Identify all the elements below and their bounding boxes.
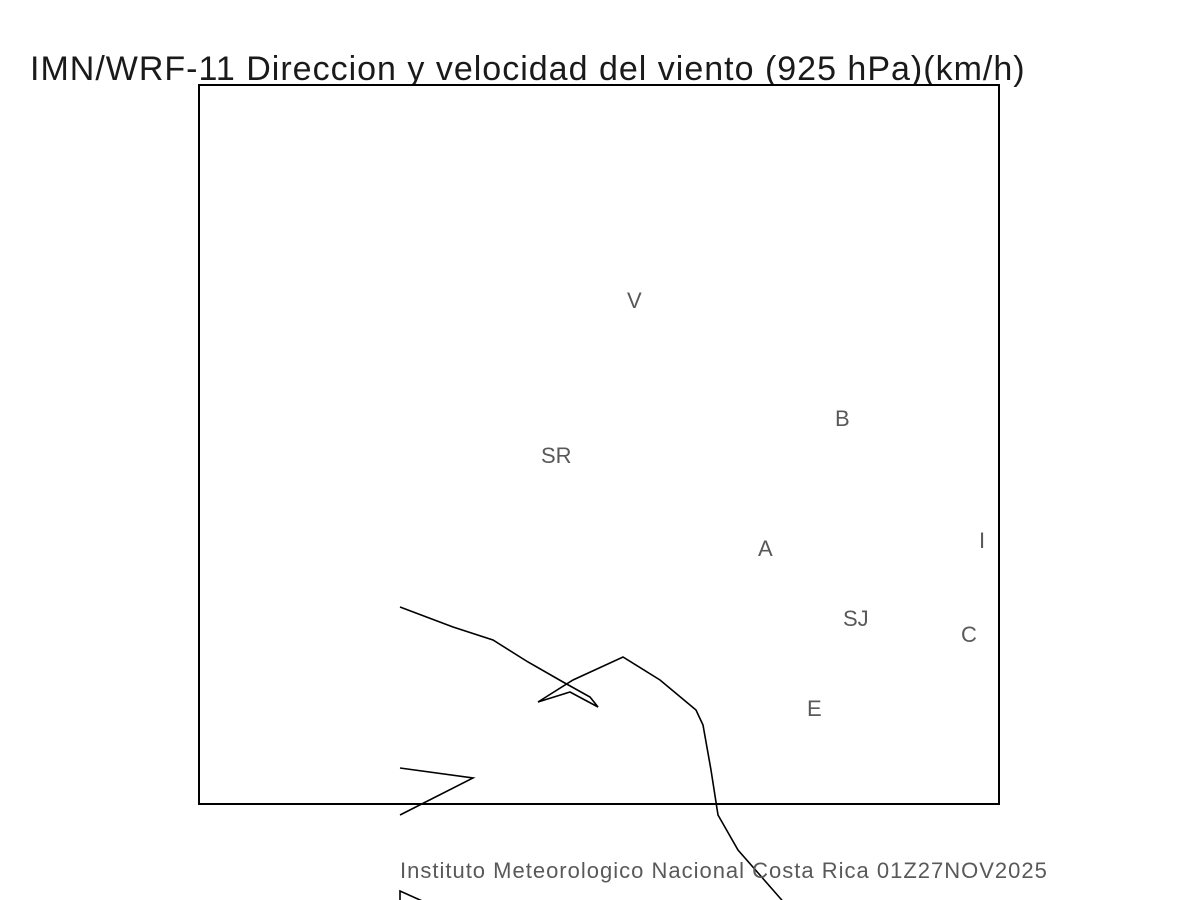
coastline-overlay [398,170,1200,891]
station-label-v: V [627,290,642,312]
station-label-i: I [979,530,985,552]
station-label-a: A [758,538,773,560]
footer-text: Instituto Meteorologico Nacional Costa R… [400,858,1048,884]
station-label-e: E [807,698,822,720]
coastline-peninsula-mark [400,768,473,815]
plot-frame: V SR B A I SJ C E [198,84,1000,805]
station-label-b: B [835,408,850,430]
station-label-sr: SR [541,445,572,467]
station-label-c: C [961,624,977,646]
weather-map-root: IMN/WRF-11 Direccion y velocidad del vie… [0,0,1200,900]
coastline-path [400,607,836,900]
station-label-sj: SJ [843,608,869,630]
